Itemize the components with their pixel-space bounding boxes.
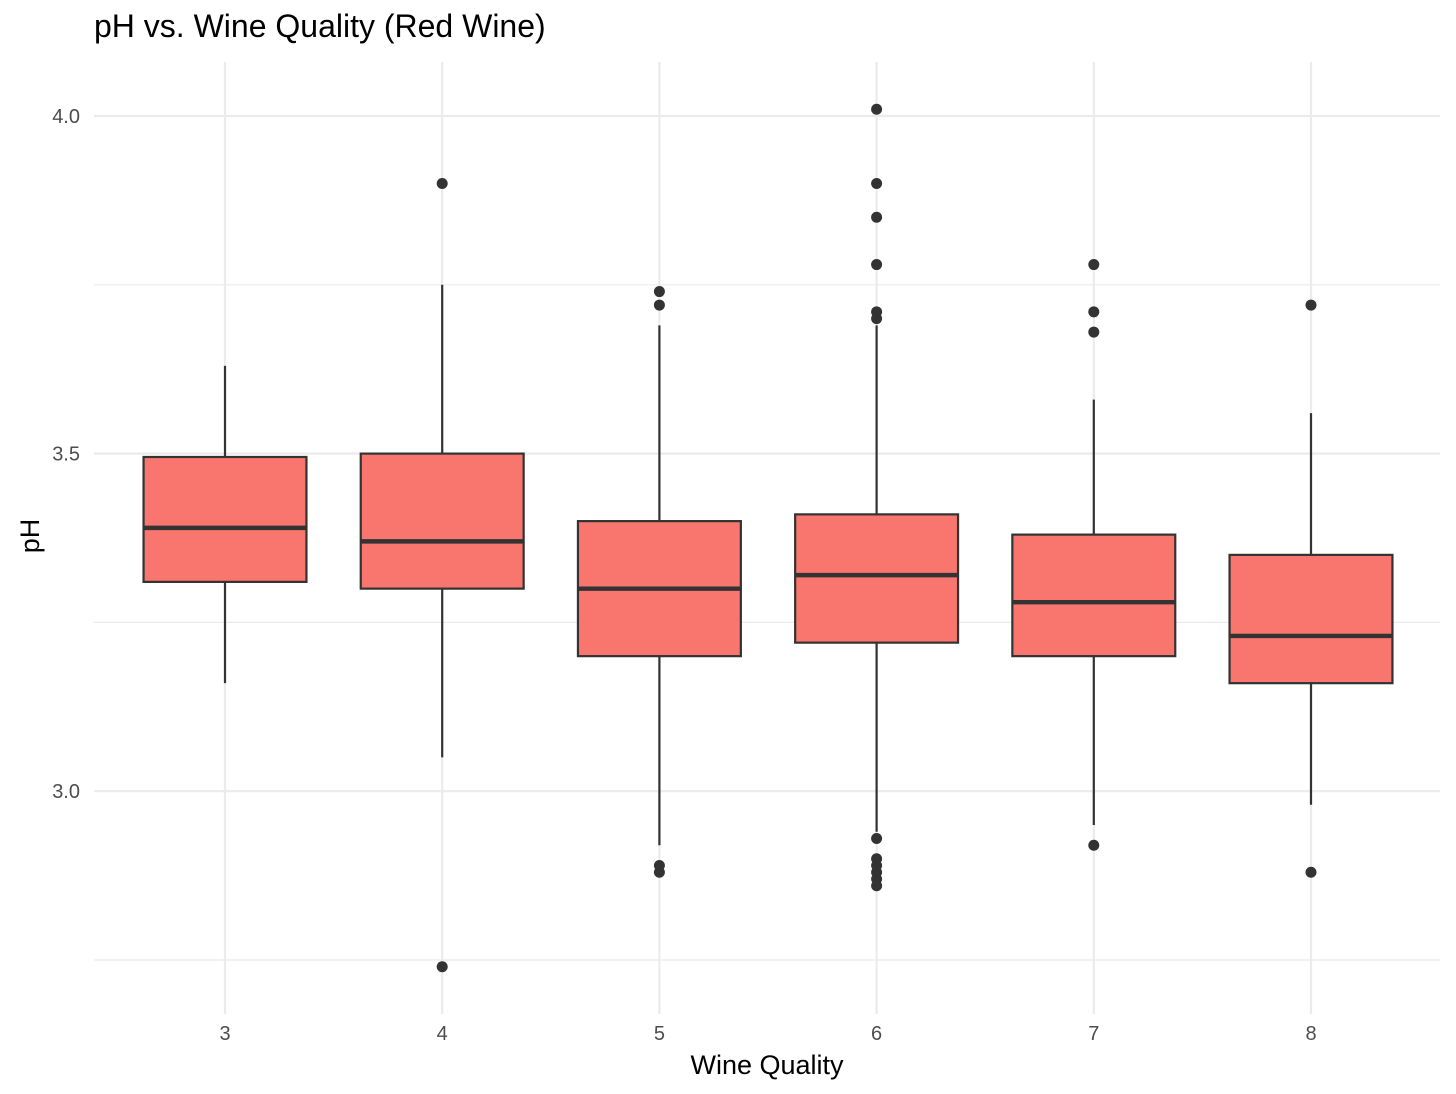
outlier-point	[871, 211, 883, 223]
outlier-point	[653, 286, 665, 298]
chart-title: pH vs. Wine Quality (Red Wine)	[94, 8, 546, 44]
x-tick-label: 6	[871, 1023, 882, 1045]
y-tick-label: 4.0	[52, 106, 80, 128]
boxplot-5	[576, 286, 742, 878]
outlier-point	[871, 103, 883, 115]
outlier-point	[871, 259, 883, 271]
outlier-point	[653, 299, 665, 311]
outlier-point	[436, 178, 448, 190]
y-tick-label: 3.0	[52, 781, 80, 803]
outlier-point	[871, 178, 883, 190]
boxplot-3	[142, 365, 308, 684]
x-tick-label: 7	[1088, 1023, 1099, 1045]
boxplot-7	[1011, 259, 1177, 851]
x-tick-label: 5	[654, 1023, 665, 1045]
boxplots	[142, 103, 1394, 973]
outlier-point	[1305, 866, 1317, 878]
outlier-point	[653, 859, 665, 871]
box	[794, 513, 960, 644]
outlier-point	[436, 961, 448, 973]
boxplot-6	[794, 103, 960, 892]
y-axis-ticks: 3.0 3.5 4.0	[52, 106, 80, 803]
x-tick-label: 8	[1305, 1023, 1316, 1045]
box	[359, 452, 525, 590]
outlier-point	[1305, 299, 1317, 311]
boxplot-4	[359, 178, 525, 973]
outlier-point	[1088, 306, 1100, 318]
outlier-point	[1088, 326, 1100, 338]
x-axis-title: Wine Quality	[690, 1050, 844, 1080]
outlier-point	[871, 832, 883, 844]
box	[1011, 533, 1177, 658]
box	[142, 455, 308, 583]
boxplot-8	[1228, 299, 1394, 878]
y-tick-label: 3.5	[52, 444, 80, 466]
outlier-point	[871, 306, 883, 318]
y-axis-title: pH	[15, 519, 45, 554]
outlier-point	[1088, 839, 1100, 851]
outlier-point	[1088, 259, 1100, 271]
x-tick-label: 3	[219, 1023, 230, 1045]
x-axis-ticks: 3 4 5 6 7 8	[219, 1023, 1316, 1045]
outlier-point	[871, 853, 883, 865]
box	[1228, 553, 1394, 685]
x-tick-label: 4	[437, 1023, 448, 1045]
